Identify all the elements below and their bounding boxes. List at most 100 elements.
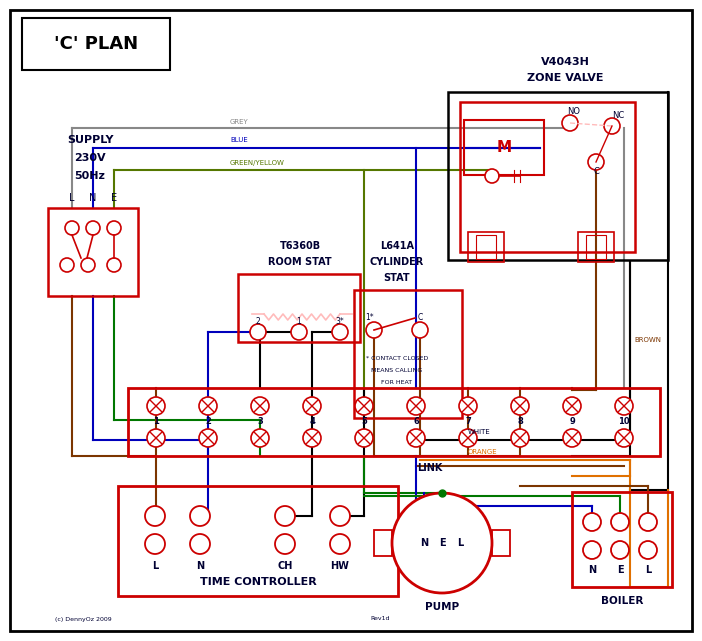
Circle shape [330, 534, 350, 554]
Text: WHITE: WHITE [468, 429, 491, 435]
Text: 10: 10 [618, 417, 630, 426]
Circle shape [366, 322, 382, 338]
Bar [118, 486, 398, 596]
Circle shape [199, 397, 217, 415]
Bar [468, 232, 504, 262]
Bar [374, 530, 392, 556]
Circle shape [251, 429, 269, 447]
Text: E: E [616, 565, 623, 575]
Circle shape [107, 221, 121, 235]
Text: T6360B: T6360B [279, 241, 321, 251]
Bar [572, 492, 672, 587]
Circle shape [147, 429, 165, 447]
Circle shape [86, 221, 100, 235]
Text: 2: 2 [205, 417, 211, 426]
Text: NO: NO [567, 108, 581, 117]
Circle shape [199, 429, 217, 447]
Text: LINK: LINK [417, 463, 443, 473]
Circle shape [392, 493, 492, 593]
Text: PUMP: PUMP [425, 602, 459, 612]
Circle shape [190, 534, 210, 554]
Text: 'C' PLAN: 'C' PLAN [54, 35, 138, 53]
Circle shape [604, 118, 620, 134]
Bar [586, 235, 606, 259]
Bar [578, 232, 614, 262]
Text: N: N [196, 561, 204, 571]
Circle shape [563, 429, 581, 447]
Circle shape [639, 513, 657, 531]
Circle shape [583, 541, 601, 559]
Text: BOILER: BOILER [601, 596, 643, 606]
Text: L: L [645, 565, 651, 575]
Circle shape [275, 506, 295, 526]
Text: L641A: L641A [380, 241, 414, 251]
Text: L: L [69, 193, 74, 203]
Circle shape [275, 534, 295, 554]
Text: 2: 2 [256, 317, 260, 326]
Text: (c) DennyOz 2009: (c) DennyOz 2009 [55, 617, 112, 622]
Text: SUPPLY: SUPPLY [67, 135, 113, 145]
Text: C: C [418, 313, 423, 322]
Circle shape [407, 429, 425, 447]
Circle shape [611, 541, 629, 559]
Circle shape [250, 324, 266, 340]
Bar [238, 274, 360, 342]
Text: V4043H: V4043H [541, 57, 590, 67]
Circle shape [355, 429, 373, 447]
Text: BROWN: BROWN [634, 337, 661, 343]
Text: 1: 1 [297, 317, 301, 326]
Text: 1: 1 [153, 417, 159, 426]
Bar [354, 290, 462, 418]
Circle shape [615, 397, 633, 415]
Circle shape [639, 541, 657, 559]
Text: ORANGE: ORANGE [468, 449, 498, 455]
Bar [476, 235, 496, 259]
Text: HW: HW [331, 561, 350, 571]
Circle shape [81, 258, 95, 272]
Text: 1*: 1* [366, 313, 374, 322]
Text: Rev1d: Rev1d [370, 617, 390, 622]
Circle shape [60, 258, 74, 272]
Circle shape [459, 397, 477, 415]
Text: M: M [496, 140, 512, 156]
Bar [22, 18, 170, 70]
Text: GREEN/YELLOW: GREEN/YELLOW [230, 160, 285, 166]
Text: N: N [588, 565, 596, 575]
Text: ZONE VALVE: ZONE VALVE [526, 73, 603, 83]
Text: NC: NC [612, 110, 624, 119]
Text: TIME CONTROLLER: TIME CONTROLLER [199, 577, 317, 587]
Text: 3*: 3* [336, 317, 345, 326]
Circle shape [107, 258, 121, 272]
Bar [492, 530, 510, 556]
Circle shape [583, 513, 601, 531]
Text: L: L [457, 538, 463, 548]
Circle shape [563, 397, 581, 415]
Text: 7: 7 [465, 417, 471, 426]
Text: * CONTACT CLOSED: * CONTACT CLOSED [366, 356, 428, 360]
Circle shape [303, 397, 321, 415]
Circle shape [511, 429, 529, 447]
Bar [460, 102, 635, 252]
Circle shape [407, 397, 425, 415]
Circle shape [330, 506, 350, 526]
Circle shape [65, 221, 79, 235]
Text: 3: 3 [257, 417, 263, 426]
Circle shape [332, 324, 348, 340]
Text: MEANS CALLING: MEANS CALLING [371, 367, 423, 372]
Text: BLUE: BLUE [230, 137, 248, 143]
Circle shape [190, 506, 210, 526]
Bar [464, 120, 544, 175]
Text: N: N [420, 538, 428, 548]
Text: 5: 5 [361, 417, 367, 426]
Text: E: E [111, 193, 117, 203]
Text: 230V: 230V [74, 153, 106, 163]
Circle shape [459, 429, 477, 447]
Text: 6: 6 [413, 417, 419, 426]
Text: CH: CH [277, 561, 293, 571]
Circle shape [145, 534, 165, 554]
Bar [48, 208, 138, 296]
Circle shape [147, 397, 165, 415]
Circle shape [485, 169, 499, 183]
Circle shape [562, 115, 578, 131]
Text: 4: 4 [309, 417, 315, 426]
